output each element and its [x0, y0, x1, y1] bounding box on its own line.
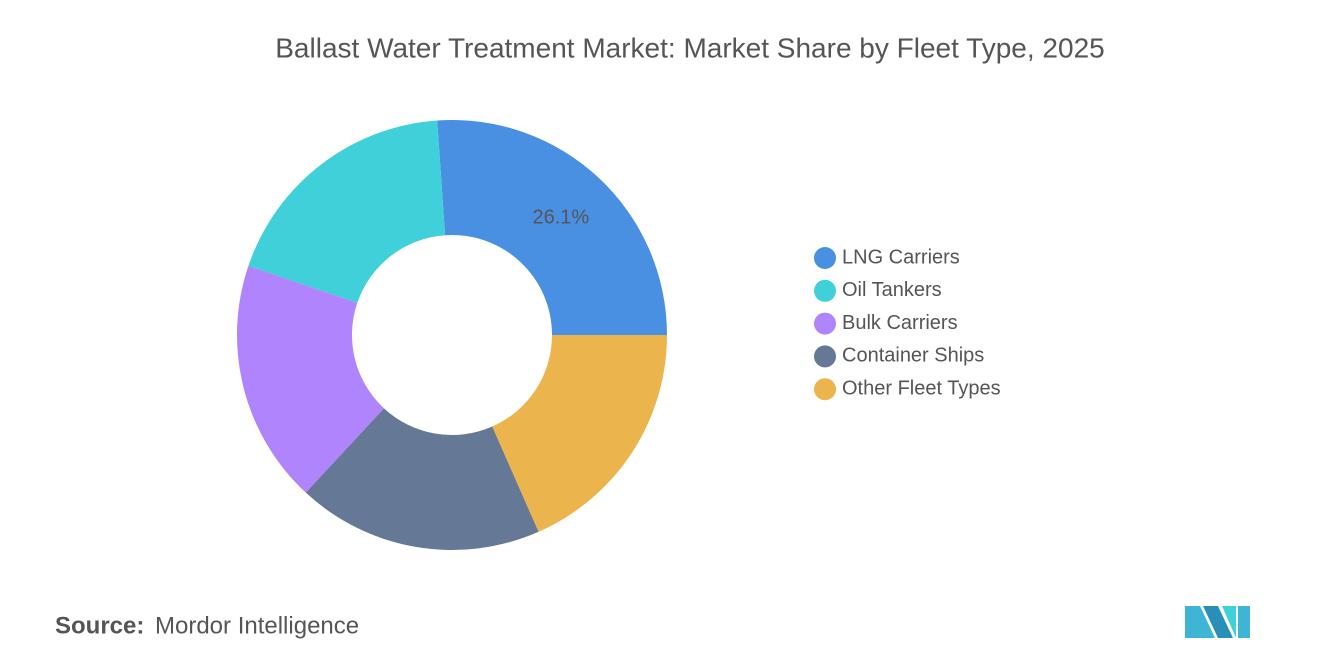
donut-slice: [236, 265, 385, 493]
logo: [1185, 606, 1250, 638]
donut-slice: [248, 120, 446, 303]
data-label: 26.1%: [532, 207, 589, 229]
legend-swatch: [814, 279, 836, 302]
legend-swatch: [814, 345, 836, 368]
donut-slice: [305, 408, 539, 550]
legend-label: Bulk Carriers: [842, 312, 958, 334]
legend-swatch: [814, 378, 836, 401]
legend-label: Other Fleet Types: [842, 377, 1001, 399]
legend-label: Oil Tankers: [842, 279, 942, 301]
chart-title: Ballast Water Treatment Market: Market S…: [275, 32, 1104, 63]
donut-slice: [437, 120, 667, 335]
source-label: Source:: [55, 612, 144, 639]
legend-label: LNG Carriers: [842, 246, 960, 268]
legend-swatch: [814, 247, 836, 269]
legend-label: Container Ships: [842, 345, 984, 367]
donut-slice: [492, 335, 667, 532]
legend-swatch: [814, 312, 836, 335]
source-name: Mordor Intelligence: [155, 612, 359, 639]
